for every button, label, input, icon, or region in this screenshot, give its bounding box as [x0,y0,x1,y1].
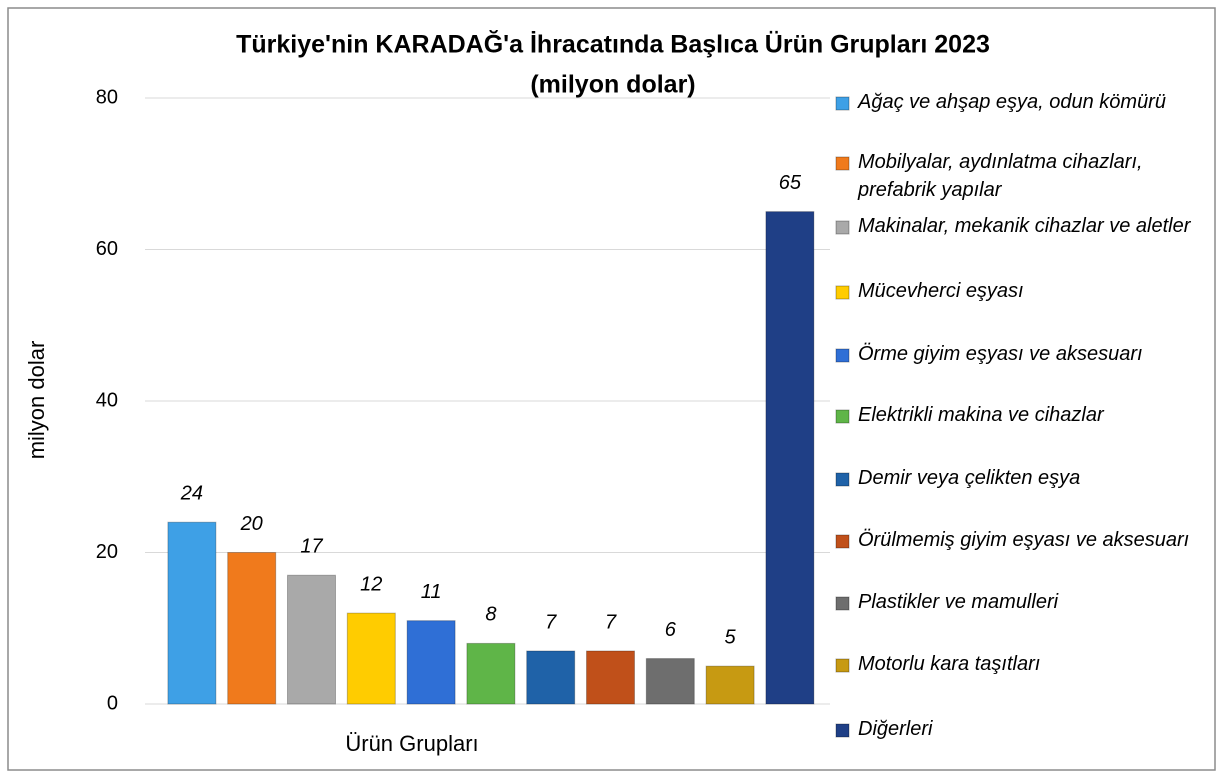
data-label: 8 [485,604,496,626]
legend-swatch [835,658,850,673]
legend-swatch [835,285,850,300]
y-tick-label: 40 [96,389,118,411]
legend-line: Mobilyalar, aydınlatma cihazları, [858,151,1148,173]
data-label: 11 [421,581,442,603]
bar [406,620,456,705]
bar [466,642,516,705]
legend-label: Plastikler ve mamulleri [858,591,1059,613]
y-tick-label: 20 [96,541,118,563]
legend-line: Elektrikli makina ve cihazlar [858,404,1105,426]
legend-line: Mücevherci eşyası [858,280,1024,302]
data-label: 6 [665,619,677,641]
legend-line: Örülmemiş giyim eşyası ve aksesuarı [858,529,1189,551]
bar [346,612,396,705]
legend-line: prefabrik yapılar [857,179,1003,201]
data-label: 7 [605,611,617,633]
bar [705,665,755,705]
legend-label: Mücevherci eşyası [858,280,1024,302]
legend-swatch [835,409,850,424]
bar [227,552,277,705]
bar [645,658,695,705]
legend-label: Demir veya çelikten eşya [858,467,1080,489]
legend-line: Makinalar, mekanik cihazlar ve aletler [858,215,1192,237]
legend-line: Plastikler ve mamulleri [858,591,1059,613]
legend-swatch [835,96,850,111]
data-label: 12 [360,573,382,595]
y-axis-label: milyon dolar [24,341,49,460]
legend-swatch [835,348,850,363]
legend-swatch [835,534,850,549]
bar [765,211,815,705]
chart-subtitle: (milyon dolar) [530,71,695,99]
legend-line: Ağaç ve ahşap eşya, odun kömürü [857,91,1166,113]
legend-line: Motorlu kara taşıtları [858,653,1040,675]
legend-swatch [835,156,850,171]
legend-swatch [835,596,850,611]
data-label: 24 [180,482,203,504]
bar [586,650,635,705]
legend-swatch [835,220,850,235]
legend-label: Diğerleri [858,718,933,740]
bar [167,521,217,705]
legend-line: Örme giyim eşyası ve aksesuarı [858,343,1143,365]
legend-label: Ağaç ve ahşap eşya, odun kömürü [857,91,1166,113]
bar [526,650,576,705]
data-label: 65 [779,172,802,194]
y-tick-label: 60 [96,238,118,260]
legend-label: Motorlu kara taşıtları [858,653,1040,675]
chart-title: Türkiye'nin KARADAĞ'a İhracatında Başlıc… [236,30,990,59]
bar [287,574,336,705]
x-axis-label: Ürün Grupları [345,731,478,756]
legend-label: Elektrikli makina ve cihazlar [858,404,1105,426]
data-label: 7 [545,611,557,633]
legend-line: Demir veya çelikten eşya [858,467,1080,489]
data-label: 20 [240,513,263,535]
legend-label: Makinalar, mekanik cihazlar ve aletler [858,215,1192,237]
y-tick-label: 0 [107,692,118,714]
legend-label: Örülmemiş giyim eşyası ve aksesuarı [858,529,1189,551]
legend-swatch [835,472,850,487]
data-label: 17 [300,536,323,558]
legend-line: Diğerleri [858,718,933,740]
y-tick-label: 80 [96,86,118,108]
legend-label: Örme giyim eşyası ve aksesuarı [858,343,1143,365]
legend-swatch [835,723,850,738]
legend-label: Mobilyalar, aydınlatma cihazları, prefab… [857,151,1148,201]
data-label: 5 [725,626,737,648]
